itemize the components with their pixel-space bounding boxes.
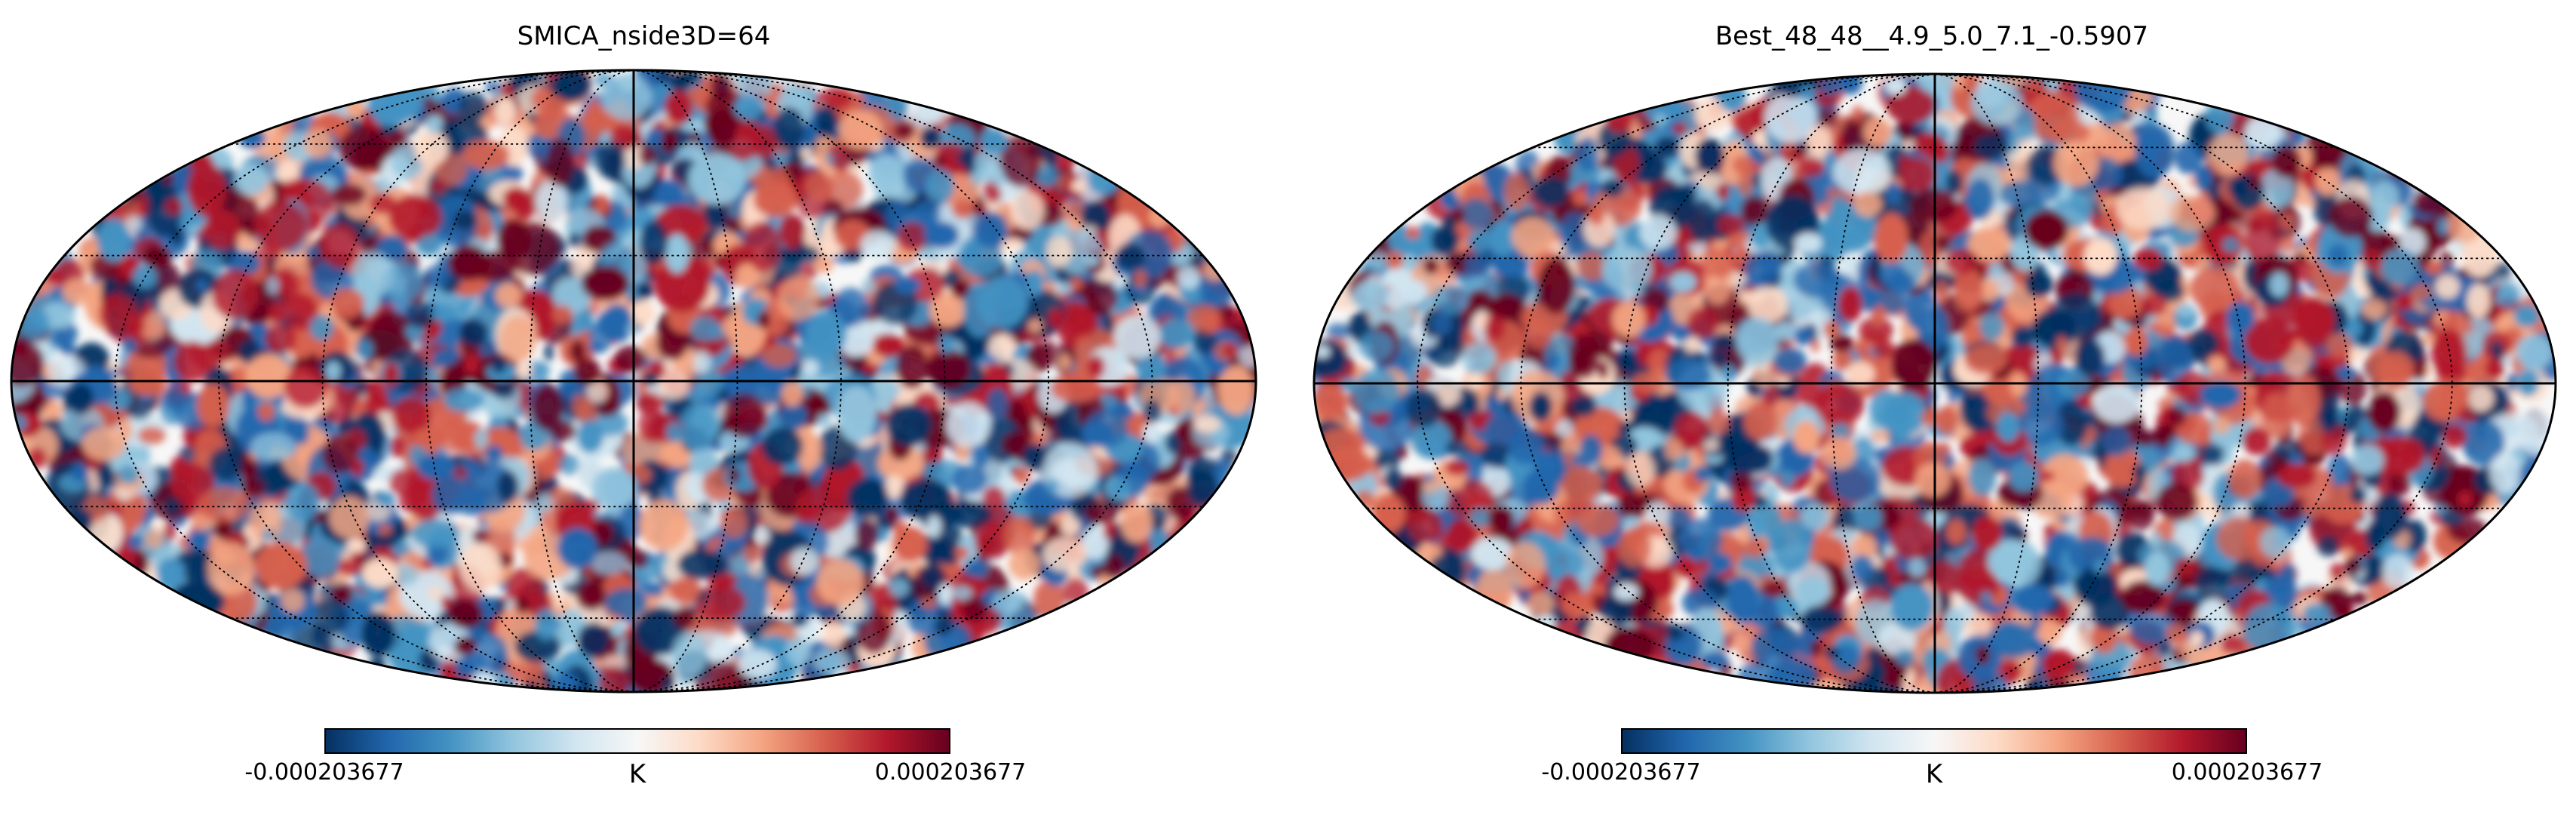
meridian-line bbox=[633, 69, 738, 693]
map-panel-best: Best_48_48__4.9_5.0_7.1_-0.5907 -0.00020… bbox=[1288, 0, 2576, 818]
mollweide-sky-map bbox=[10, 69, 1257, 693]
meridian-line bbox=[633, 69, 842, 693]
colorbar-unit-label: K bbox=[628, 759, 646, 789]
meridian-line bbox=[425, 69, 634, 693]
colorbar-min-label: -0.000203677 bbox=[1541, 759, 1701, 786]
graticule bbox=[1314, 73, 2556, 693]
colorbar-unit-label: K bbox=[1925, 759, 1943, 789]
meridian-line bbox=[1934, 73, 2453, 693]
colorbar-max-label: 0.000203677 bbox=[874, 759, 1027, 786]
colorbar: -0.000203677 K 0.000203677 bbox=[0, 728, 1288, 811]
mollweide-sky-map bbox=[1313, 72, 2557, 694]
map-panel-smica: SMICA_nside3D=64 -0.000203677 K 0.000203… bbox=[0, 21, 1288, 811]
colorbar-gradient bbox=[1621, 728, 2247, 754]
colorbar-max-label: 0.000203677 bbox=[2171, 759, 2323, 786]
map-title: SMICA_nside3D=64 bbox=[517, 21, 771, 51]
meridian-line bbox=[529, 69, 634, 693]
meridian-line bbox=[1934, 73, 2143, 693]
colorbar: -0.000203677 K 0.000203677 bbox=[1288, 728, 2576, 811]
map-outline bbox=[10, 69, 1257, 693]
meridian-line bbox=[1417, 73, 1936, 693]
graticule bbox=[11, 69, 1256, 693]
colorbar-min-label: -0.000203677 bbox=[244, 759, 404, 786]
colorbar-gradient bbox=[324, 728, 950, 754]
map-title: Best_48_48__4.9_5.0_7.1_-0.5907 bbox=[1715, 21, 2149, 51]
meridian-line bbox=[1727, 73, 1936, 693]
map-outline bbox=[1313, 72, 2557, 694]
